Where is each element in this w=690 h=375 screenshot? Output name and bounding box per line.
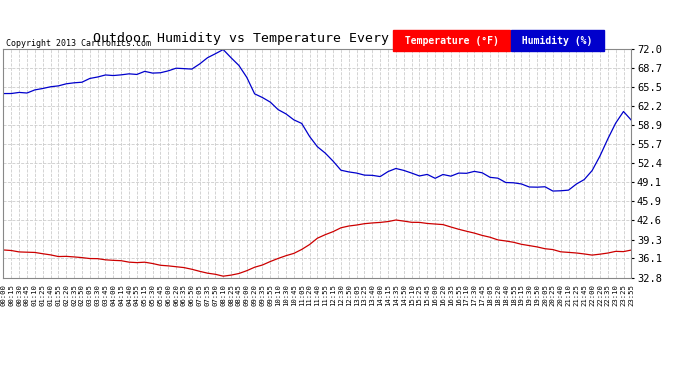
Text: Temperature (°F): Temperature (°F) [399,36,504,46]
Title: Outdoor Humidity vs Temperature Every 5 Minutes 20131024: Outdoor Humidity vs Temperature Every 5 … [93,32,542,45]
Text: Humidity (%): Humidity (%) [516,36,598,46]
Text: Copyright 2013 Cartronics.com: Copyright 2013 Cartronics.com [6,39,150,48]
